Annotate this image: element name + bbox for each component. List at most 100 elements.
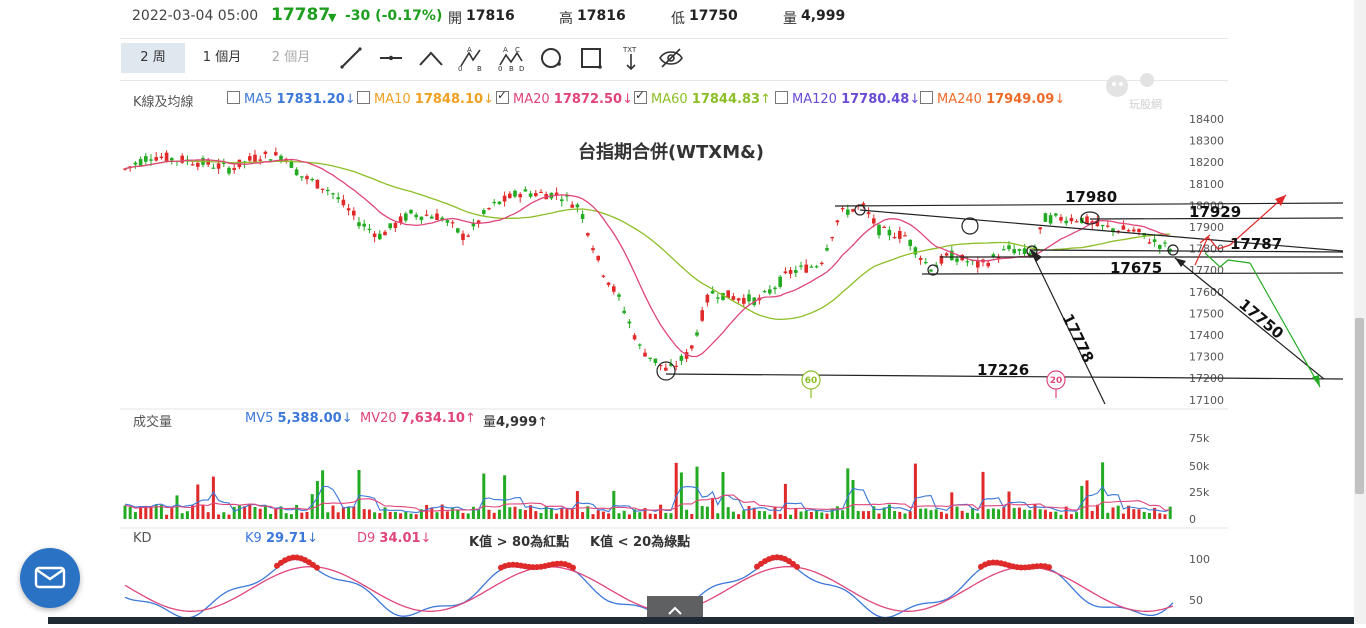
ma120-checkbox[interactable] bbox=[775, 91, 788, 104]
volume-tick-label: 75k bbox=[1189, 432, 1210, 445]
ma240-checkbox[interactable] bbox=[920, 91, 933, 104]
candle-body bbox=[461, 233, 465, 241]
price-tick-label: 17900 bbox=[1189, 221, 1224, 234]
candle-body bbox=[357, 222, 361, 227]
ma120-toggle[interactable]: MA120 17780.48↓ bbox=[775, 91, 920, 107]
hide-drawings-icon[interactable] bbox=[658, 45, 684, 71]
ma240-toggle[interactable]: MA240 17949.09↓ bbox=[920, 91, 1065, 107]
volume-bar bbox=[487, 509, 491, 519]
candle-body bbox=[788, 269, 793, 274]
volume-bar bbox=[685, 509, 689, 519]
abcd-pattern-icon[interactable]: A C 0 B D bbox=[498, 45, 524, 73]
volume-bar bbox=[653, 513, 657, 519]
candle-body bbox=[721, 292, 725, 300]
page-scrollbar[interactable] bbox=[1354, 0, 1366, 624]
candle-body bbox=[799, 265, 803, 267]
volume-bar bbox=[1017, 507, 1021, 519]
line-tool-icon[interactable] bbox=[338, 45, 364, 71]
volume-bar bbox=[300, 512, 304, 519]
candle-body bbox=[996, 257, 1001, 260]
ma60-toggle[interactable]: MA60 17844.83↑ bbox=[634, 88, 771, 107]
rectangle-tool-icon[interactable] bbox=[578, 45, 604, 71]
abc-pattern-icon[interactable]: A 0 B bbox=[458, 45, 484, 73]
ma60-checkbox[interactable] bbox=[634, 88, 647, 104]
volume-bar bbox=[893, 510, 897, 519]
volume-bar bbox=[1101, 462, 1105, 519]
candle-body bbox=[814, 266, 819, 268]
candle-body bbox=[742, 298, 746, 304]
mail-icon bbox=[34, 566, 66, 589]
candle-body bbox=[872, 218, 876, 224]
volume-tick-label: 25k bbox=[1189, 486, 1210, 499]
volume-bar bbox=[1064, 506, 1068, 519]
volume-bar bbox=[139, 506, 143, 519]
volume-bar bbox=[752, 507, 756, 519]
volume-bar bbox=[191, 505, 195, 519]
annotation-17750: 17750 bbox=[1235, 295, 1287, 342]
text-tool-icon[interactable]: TXT bbox=[618, 45, 644, 71]
candle-body bbox=[924, 262, 928, 264]
ma20-checkbox[interactable] bbox=[496, 88, 509, 104]
volume-bar bbox=[986, 509, 990, 519]
candle-body bbox=[638, 344, 642, 346]
candle-body bbox=[144, 156, 148, 162]
volume-bar bbox=[856, 510, 860, 519]
volume-bar bbox=[310, 494, 314, 519]
ma20-marker-label: 20 bbox=[1050, 376, 1063, 386]
volume-bar bbox=[165, 514, 169, 519]
ma5-checkbox[interactable] bbox=[227, 91, 240, 104]
ma20-toggle[interactable]: MA20 17872.50↓ bbox=[496, 88, 633, 107]
volume-bar bbox=[903, 513, 907, 519]
contact-mail-button[interactable] bbox=[20, 548, 80, 608]
candle-body bbox=[768, 289, 772, 294]
volume-bar bbox=[835, 506, 839, 519]
ma10-toggle[interactable]: MA10 17848.10↓ bbox=[357, 91, 494, 107]
candle-body bbox=[138, 159, 143, 166]
open-value: 17816 bbox=[466, 8, 515, 24]
price-tick-label: 17500 bbox=[1189, 307, 1224, 320]
quote-datetime: 2022-03-04 05:00 bbox=[132, 8, 259, 24]
tab-1-month[interactable]: 1 個月 bbox=[202, 50, 242, 65]
candle-body bbox=[892, 236, 897, 239]
volume-bar bbox=[1002, 507, 1006, 519]
volume-bar bbox=[1158, 513, 1162, 519]
volume-bar bbox=[414, 514, 418, 519]
candle-body bbox=[851, 209, 855, 212]
green-arrowhead-icon bbox=[1312, 375, 1320, 387]
volume-bar bbox=[601, 511, 605, 519]
angle-tool-icon[interactable] bbox=[418, 45, 444, 71]
ma10-checkbox[interactable] bbox=[357, 91, 370, 104]
projection-arrows bbox=[1194, 194, 1321, 388]
price-tick-label: 17400 bbox=[1189, 329, 1224, 342]
candle-body bbox=[601, 275, 606, 277]
volume-bar bbox=[908, 511, 912, 519]
annotation-17929: 17929 bbox=[1189, 203, 1241, 221]
candle-body bbox=[367, 228, 372, 230]
volume-bar bbox=[253, 507, 257, 519]
scrollbar-thumb[interactable] bbox=[1355, 318, 1364, 494]
kd-tick-label: 100 bbox=[1189, 553, 1210, 566]
pivot-circle-icon bbox=[1080, 211, 1100, 225]
volume-bar bbox=[690, 514, 694, 519]
price-tick-label: 18300 bbox=[1189, 135, 1224, 148]
candle-body bbox=[419, 216, 424, 220]
ma60-line bbox=[124, 160, 1171, 321]
candle-body bbox=[554, 192, 559, 196]
candle-body bbox=[513, 190, 517, 197]
segment-tool-icon[interactable] bbox=[378, 45, 404, 71]
red-arrow-icon bbox=[1229, 194, 1287, 246]
candle-body bbox=[154, 157, 158, 161]
kd-red-dot bbox=[314, 564, 320, 571]
volume-bar bbox=[347, 506, 351, 519]
tab-2-weeks[interactable]: 2 周 bbox=[121, 43, 185, 73]
candle-body bbox=[950, 250, 954, 261]
red-arrow-icon bbox=[1199, 234, 1211, 244]
volume-bar bbox=[1142, 511, 1146, 519]
volume-bar bbox=[591, 514, 595, 519]
tab-2-months[interactable]: 2 個月 bbox=[271, 50, 311, 65]
volume-label: 量 bbox=[783, 11, 797, 27]
candle-body bbox=[502, 195, 507, 202]
circle-tool-icon[interactable] bbox=[538, 45, 564, 71]
ma5-toggle[interactable]: MA5 17831.20↓ bbox=[227, 91, 356, 107]
